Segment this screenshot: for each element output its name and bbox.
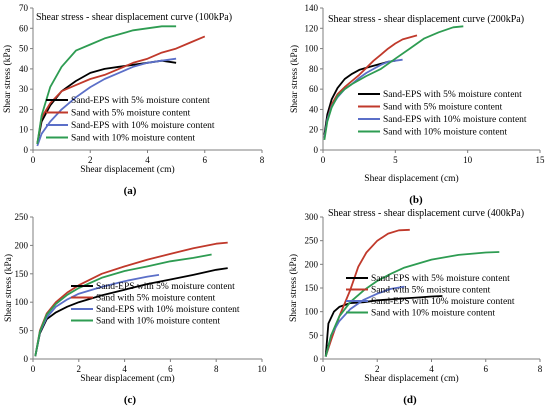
chart-title: Shear stress - shear displacement curve …	[36, 12, 232, 23]
x-tick-label: 8	[214, 364, 219, 374]
legend-label: Sand with 5% moisture content	[371, 286, 491, 296]
y-tick-label: 0	[24, 145, 29, 155]
series-line-4	[323, 25, 464, 141]
panel-caption: (b)	[409, 194, 423, 206]
legend-label: Sand-EPS with 10% moisture content	[71, 121, 215, 131]
legend-label: Sand with 5% moisture content	[71, 109, 191, 119]
y-tick-label: 60	[19, 23, 29, 33]
x-tick-label: 10	[258, 364, 268, 374]
x-axis-label: Shear displacement (cm)	[80, 164, 174, 175]
y-tick-label: 140	[305, 3, 319, 13]
y-tick-label: 200	[305, 259, 319, 269]
legend-label: Sand-EPS with 5% moisture content	[371, 274, 510, 284]
x-tick-label: 6	[484, 364, 489, 374]
chart-title: Shear stress - shear displacement curve …	[328, 14, 524, 25]
y-tick-label: 200	[15, 240, 29, 250]
series-line-3	[36, 57, 177, 147]
y-tick-label: 100	[15, 297, 29, 307]
x-tick-label: 2	[77, 364, 82, 374]
x-tick-label: 2	[88, 155, 93, 165]
y-axis-label: Shear stress (kPa)	[289, 45, 300, 113]
legend-label: Sand with 5% moisture content	[96, 294, 216, 304]
legend-label: Sand with 5% moisture content	[383, 103, 503, 113]
chart-panel-c: 0 50 100 150 200 250 0 2 4 6 8 10 Sand-EPS with 5% m…	[3, 212, 267, 406]
y-tick-label: 40	[309, 104, 319, 114]
chart-panel-a: 0 10 20 30 40 50 60 70 0 2 4 6 8 Sand-EPS with 5% moi…	[2, 3, 265, 197]
y-tick-label: 20	[309, 125, 319, 135]
x-tick-label: 2	[375, 364, 380, 374]
y-tick-label: 10	[19, 125, 29, 135]
series-line-4	[324, 251, 500, 357]
x-tick-label: 4	[122, 364, 127, 374]
y-tick-label: 250	[15, 212, 29, 222]
y-tick-label: 30	[19, 84, 29, 94]
legend-label: Sand-EPS with 5% moisture content	[383, 90, 522, 100]
x-tick-label: 8	[538, 364, 543, 374]
y-tick-label: 50	[19, 326, 29, 336]
y-tick-label: 50	[19, 44, 29, 54]
x-tick-label: 15	[536, 155, 546, 165]
panel-caption: (c)	[124, 394, 137, 406]
x-axis-label: Shear displacement (cm)	[364, 373, 458, 384]
y-tick-label: 250	[305, 236, 319, 246]
y-tick-label: 40	[19, 64, 29, 74]
series-line-2	[323, 34, 418, 138]
x-axis-label: Shear displacement (cm)	[80, 373, 174, 384]
x-axis-label: Shear displacement (cm)	[364, 173, 458, 184]
panel-caption: (d)	[403, 394, 417, 406]
chart-panel-d: 0 50 100 150 200 250 300 0 2 4 6 8 Sand-EPS with 5% …	[288, 208, 543, 406]
legend-label: Sand with 10% moisture content	[371, 309, 495, 319]
x-tick-label: 0	[31, 364, 36, 374]
x-tick-label: 10	[463, 155, 473, 165]
series-line-1	[324, 295, 443, 357]
chart-panel-b: 0 20 40 60 80 100 120 140 0 5 10 15 Sand-EPS with 5%…	[289, 3, 545, 206]
y-axis-label: Shear stress (kPa)	[3, 254, 14, 322]
x-tick-label: 5	[393, 155, 398, 165]
x-tick-label: 8	[260, 155, 265, 165]
legend-label: Sand-EPS with 10% moisture content	[371, 297, 515, 307]
legend-label: Sand-EPS with 5% moisture content	[96, 282, 235, 292]
legend-label: Sand with 10% moisture content	[383, 128, 507, 138]
series-line-4	[34, 253, 212, 357]
y-tick-label: 0	[314, 145, 319, 155]
legend-label: Sand with 10% moisture content	[71, 134, 195, 144]
y-axis-label: Shear stress (kPa)	[2, 45, 13, 113]
y-tick-label: 150	[305, 283, 319, 293]
y-tick-label: 300	[305, 212, 319, 222]
panel-caption: (a)	[124, 185, 137, 197]
x-tick-label: 4	[429, 364, 434, 374]
y-tick-label: 50	[309, 330, 319, 340]
y-tick-label: 20	[19, 104, 29, 114]
x-tick-label: 0	[321, 364, 326, 374]
y-tick-label: 0	[314, 354, 319, 364]
y-tick-label: 100	[305, 307, 319, 317]
y-tick-label: 150	[15, 269, 29, 279]
y-tick-label: 60	[309, 84, 319, 94]
x-tick-label: 6	[168, 364, 173, 374]
y-tick-label: 100	[305, 44, 319, 54]
chart-title: Shear stress - shear displacement curve …	[328, 208, 524, 219]
legend-label: Sand-EPS with 5% moisture content	[71, 96, 210, 106]
y-axis-label: Shear stress (kPa)	[288, 254, 299, 322]
y-tick-label: 0	[24, 354, 29, 364]
y-tick-label: 70	[19, 3, 29, 13]
x-tick-label: 4	[145, 155, 150, 165]
x-tick-label: 0	[31, 155, 36, 165]
x-tick-label: 6	[203, 155, 208, 165]
legend-label: Sand-EPS with 10% moisture content	[96, 305, 240, 315]
legend-label: Sand-EPS with 10% moisture content	[383, 115, 527, 125]
y-tick-label: 120	[305, 23, 319, 33]
x-tick-label: 0	[321, 155, 326, 165]
y-tick-label: 80	[309, 64, 319, 74]
series-line-4	[36, 25, 177, 145]
legend-label: Sand with 10% moisture content	[96, 317, 220, 327]
series-line-2	[36, 35, 206, 145]
